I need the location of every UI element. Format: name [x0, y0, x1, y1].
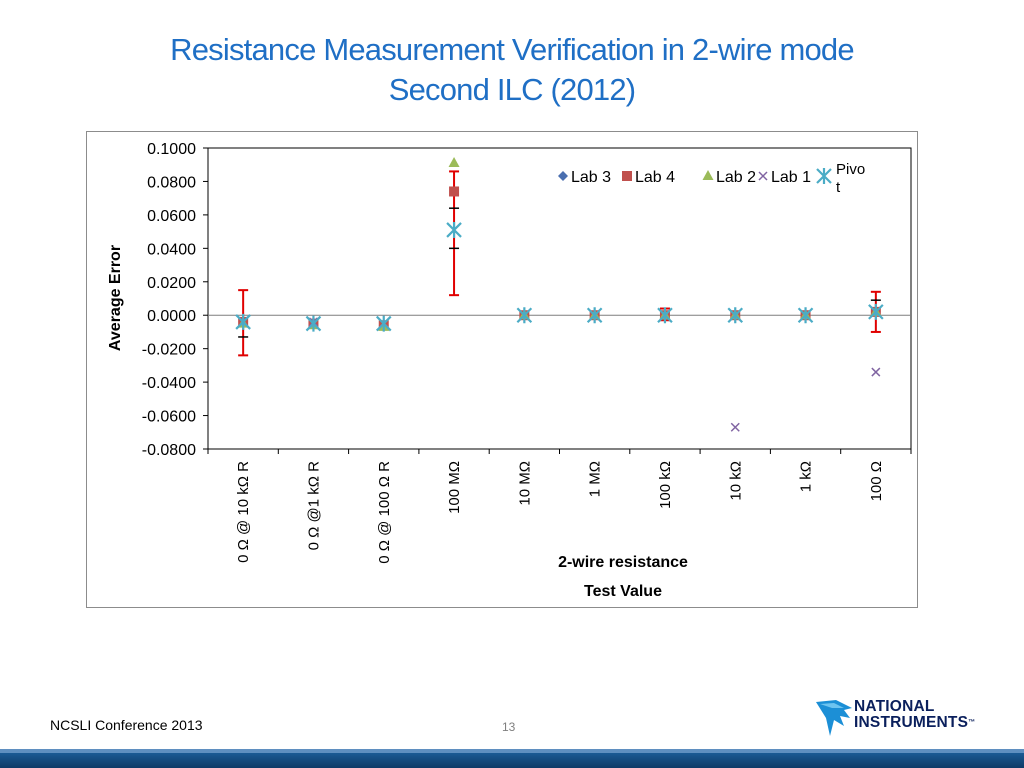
legend-marker	[816, 168, 832, 184]
ni-wordmark: NATIONAL INSTRUMENTS™	[854, 699, 975, 731]
legend-label-line: t	[836, 179, 841, 196]
legend-label-line: Pivo	[836, 161, 865, 178]
legend-label: Lab 3	[571, 169, 611, 186]
title-line-1: Resistance Measurement Verification in 2…	[170, 32, 854, 67]
title-line-2: Second ILC (2012)	[388, 72, 636, 107]
data-point-lab1	[871, 367, 881, 377]
footer-bar	[0, 753, 1024, 768]
ni-eagle-icon	[816, 700, 852, 736]
y-tick-label: -0.0400	[142, 375, 196, 392]
y-tick-label: 0.0200	[147, 275, 196, 292]
data-point-lab1	[730, 422, 740, 432]
data-point-pivot	[235, 313, 251, 330]
legend-label: Lab 1	[771, 169, 811, 186]
y-tick-label: 0.0400	[147, 241, 196, 258]
ni-wordmark-instruments: INSTRUMENTS	[854, 714, 969, 731]
y-tick-label: -0.0200	[142, 342, 196, 359]
data-point-lab4	[449, 186, 460, 197]
y-tick-label: 0.1000	[147, 141, 196, 158]
footer-bar-accent	[0, 749, 1024, 753]
data-point-pivot	[868, 303, 884, 320]
y-tick-label: 0.0800	[147, 174, 196, 191]
data-point-pivot	[516, 307, 533, 324]
x-tick-label: 100 MΩ	[446, 461, 463, 514]
page-number: 13	[502, 720, 516, 734]
x-tick-label: 0 Ω @ 100 Ω R	[376, 461, 393, 564]
conference-footer: NCSLI Conference 2013	[50, 717, 203, 733]
scatter-chart: 0.1000 0.0800 0.0600 0.0400 0.0200 0.0000 -0.0…	[107, 141, 912, 600]
legend-label: Lab 4	[635, 169, 675, 186]
data-point-pivot	[586, 307, 603, 324]
national-instruments-logo: NATIONAL INSTRUMENTS™	[814, 696, 984, 740]
ni-wordmark-line1: NATIONAL	[854, 698, 935, 715]
ni-trademark: ™	[968, 719, 976, 726]
legend-label: Lab 2	[716, 169, 756, 186]
y-tick-label: 0.0000	[147, 308, 196, 325]
chart-frame: 0.1000 0.0800 0.0600 0.0400 0.0200 0.0000 -0.0…	[86, 131, 918, 608]
y-tick-label: 0.0600	[147, 208, 196, 225]
slide-title: Resistance Measurement Verification in 2…	[0, 30, 1024, 110]
legend-label: Pivo t	[836, 161, 865, 196]
x-tick-label: 100 Ω	[868, 461, 885, 501]
x-tick-label: 1 kΩ	[798, 461, 815, 492]
x-tick-label: 10 MΩ	[516, 461, 533, 506]
x-tick-label: 1 MΩ	[587, 461, 604, 497]
x-axis-title-line2: Test Value	[584, 583, 662, 600]
legend-marker	[758, 171, 768, 181]
y-axis-title: Average Error	[107, 245, 124, 351]
data-point-pivot	[375, 315, 392, 332]
data-point-pivot	[446, 221, 462, 238]
data-point-pivot	[727, 307, 744, 324]
x-tick-label: 0 Ω @ 10 kΩ R	[235, 461, 252, 563]
x-tick-label: 10 kΩ	[727, 461, 744, 501]
x-tick-label: 100 kΩ	[657, 461, 674, 509]
legend-marker	[558, 171, 568, 181]
x-axis-title-line1: 2-wire resistance	[558, 554, 688, 571]
plot-area-border	[207, 147, 912, 450]
y-tick-label: -0.0600	[142, 409, 196, 426]
y-tick-label: -0.0800	[142, 442, 196, 459]
data-point-pivot	[305, 315, 322, 332]
legend-marker	[622, 171, 632, 181]
ni-wordmark-line2: INSTRUMENTS™	[854, 715, 975, 731]
data-point-pivot	[797, 307, 814, 324]
data-point-lab2	[448, 157, 460, 168]
data-point-pivot	[657, 307, 673, 324]
x-tick-label: 0 Ω @1 kΩ R	[305, 461, 322, 551]
legend-marker	[702, 170, 714, 180]
